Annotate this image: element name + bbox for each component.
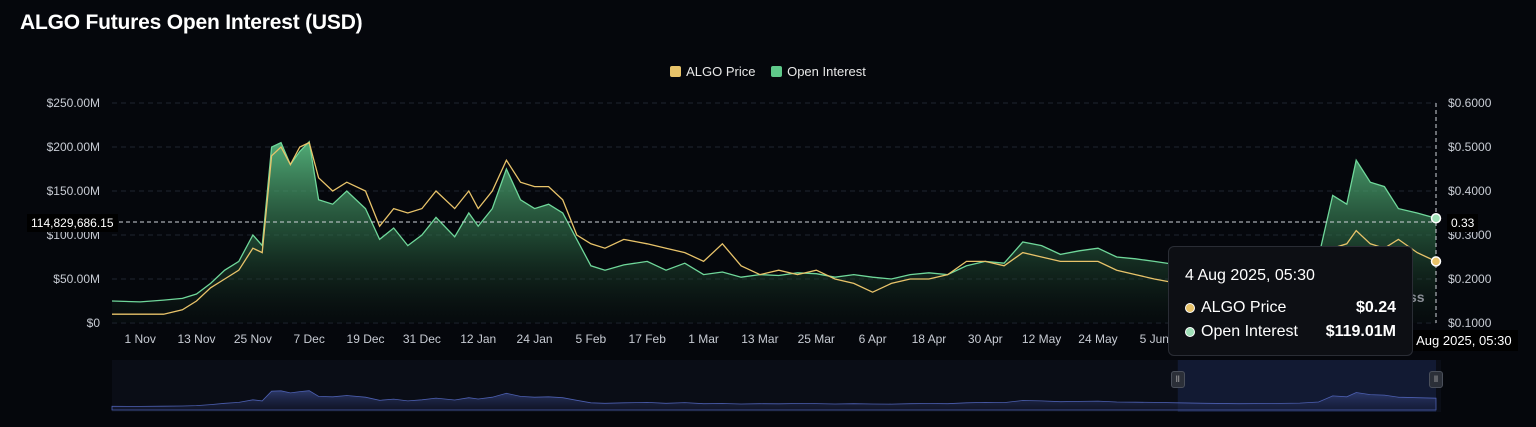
tooltip-dot-price: [1185, 303, 1195, 313]
crosshair-dot-open-interest: [1430, 213, 1442, 224]
navigator-handle-right[interactable]: ll: [1429, 371, 1443, 388]
x-tick: 1 Mar: [688, 332, 719, 346]
tooltip-value-oi: $119.01M: [1325, 323, 1396, 340]
tooltip-value-price: $0.24: [1355, 299, 1396, 316]
x-tick: 18 Apr: [912, 332, 947, 346]
tooltip-label-price: ALGO Price: [1201, 299, 1287, 316]
x-tick: 24 May: [1078, 332, 1117, 346]
tooltip: 4 Aug 2025, 05:30 ALGO Price $0.24 Open …: [1168, 246, 1413, 356]
tooltip-row-oi: Open Interest $119.01M: [1185, 323, 1396, 341]
y-right-tick: $0.4000: [1448, 184, 1492, 198]
legend-swatch-oi: [771, 66, 783, 77]
x-tick: 13 Nov: [177, 332, 215, 346]
y-left-tick: $250.00M: [47, 96, 100, 110]
crosshair-date-label: 4 Aug 2025, 05:30: [1400, 330, 1518, 351]
y-right-tick: $0.5000: [1448, 140, 1492, 154]
x-tick: 7 Dec: [294, 332, 325, 346]
y-right-tick: $0.6000: [1448, 96, 1492, 110]
y-left-tick: $0: [87, 316, 101, 330]
x-tick: 1 Nov: [124, 332, 155, 346]
y-left-tick: $50.00M: [53, 272, 100, 286]
x-tick: 17 Feb: [629, 332, 667, 346]
legend-swatch-price: [670, 66, 682, 77]
y-left-tick: $200.00M: [47, 140, 100, 154]
navigator-handle-left[interactable]: ll: [1170, 371, 1185, 388]
crosshair-right-value: 0.33: [1447, 214, 1479, 232]
legend-label-oi: Open Interest: [787, 64, 866, 79]
x-tick: 25 Mar: [798, 332, 835, 346]
x-tick: 31 Dec: [403, 332, 441, 346]
x-tick: 25 Nov: [234, 332, 272, 346]
tooltip-label-oi: Open Interest: [1201, 323, 1298, 340]
legend-item-open-interest[interactable]: Open Interest: [771, 64, 866, 79]
x-tick: 30 Apr: [968, 332, 1003, 346]
tooltip-date: 4 Aug 2025, 05:30: [1185, 267, 1315, 284]
legend-label-price: ALGO Price: [686, 64, 756, 79]
tooltip-row-price: ALGO Price $0.24: [1185, 299, 1396, 317]
y-axis-left: $0$50.00M$100.00M$150.00M$200.00M$250.00…: [47, 96, 101, 330]
x-tick: 19 Dec: [347, 332, 385, 346]
y-right-tick: $0.2000: [1448, 272, 1492, 286]
navigator-area: [111, 390, 1437, 411]
x-tick: 12 May: [1022, 332, 1061, 346]
tooltip-dot-oi: [1185, 327, 1195, 337]
x-tick: 12 Jan: [460, 332, 496, 346]
x-axis: 1 Nov 13 Nov 25 Nov 7 Dec 19 Dec 31 Dec 12 Jan…: [124, 332, 1168, 346]
open-interest-area: [112, 141, 1436, 323]
x-tick: 13 Mar: [741, 332, 778, 346]
chart-title: ALGO Futures Open Interest (USD): [20, 11, 363, 34]
y-axis-right: $0.1000$0.2000$0.3000$0.4000$0.5000$0.60…: [1448, 96, 1492, 330]
x-tick: 6 Apr: [859, 332, 887, 346]
x-tick: 5 Feb: [576, 332, 607, 346]
legend: ALGO Price Open Interest: [0, 64, 1536, 80]
x-tick: 5 Jun: [1140, 332, 1169, 346]
x-tick: 24 Jan: [517, 332, 553, 346]
crosshair-dot-price: [1430, 256, 1442, 267]
y-left-tick: $150.00M: [47, 184, 100, 198]
legend-item-algo-price[interactable]: ALGO Price: [670, 64, 755, 79]
y-right-tick: $0.1000: [1448, 316, 1492, 330]
crosshair-left-value: 114,829,686.15: [27, 214, 118, 232]
